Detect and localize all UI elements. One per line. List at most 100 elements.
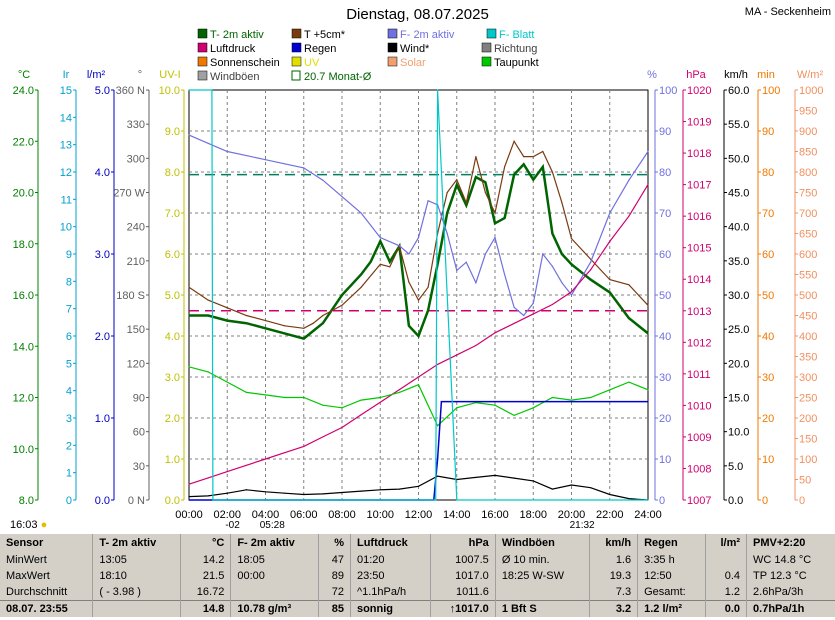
- data-point: [284, 452, 286, 454]
- data-point: [503, 166, 506, 168]
- data-point: [427, 286, 429, 288]
- data-point: [188, 499, 190, 501]
- data-point: [245, 322, 247, 324]
- data-point: [341, 426, 343, 429]
- stats-cell: 12:50: [637, 568, 706, 584]
- data-point: [437, 475, 439, 477]
- data-point: [226, 307, 228, 309]
- data-point: [435, 499, 437, 501]
- wind-axis-unit: km/h: [724, 69, 748, 81]
- press-tick-label: 1008: [687, 463, 711, 475]
- legend-swatch: [481, 42, 492, 53]
- data-point: [207, 371, 209, 373]
- legend-swatch: [387, 56, 398, 67]
- min-tick-label: 30: [762, 372, 774, 384]
- data-point: [360, 286, 362, 288]
- ir-tick-label: 9: [66, 249, 72, 261]
- time-left-label: 16:03 ●: [10, 519, 48, 531]
- data-point: [609, 279, 611, 281]
- data-point: [628, 179, 630, 181]
- data-point: [360, 399, 362, 401]
- data-point: [513, 477, 515, 479]
- hum-tick-label: 100: [659, 85, 677, 97]
- solar-tick-label: 200: [799, 413, 817, 425]
- data-point: [570, 294, 573, 296]
- stats-cell: 18:05: [230, 552, 319, 568]
- data-point: [513, 140, 515, 142]
- stats-cell: [494, 584, 590, 601]
- temp-tick-label: 10.0: [13, 444, 34, 456]
- data-point: [456, 407, 458, 409]
- data-point: [341, 491, 343, 494]
- data-point: [475, 176, 477, 178]
- data-point: [427, 200, 429, 202]
- data-point: [188, 89, 190, 91]
- stats-cell: Sensor: [6, 537, 44, 549]
- legend-label: T- 2m aktiv: [210, 29, 264, 41]
- data-point: [551, 232, 553, 235]
- data-point: [590, 269, 592, 271]
- data-point: [226, 320, 228, 322]
- legend-swatch: [481, 56, 492, 67]
- data-point: [542, 253, 544, 255]
- hum-tick-label: 10: [659, 454, 671, 466]
- stats-cell: TP 12.3 °C: [746, 568, 835, 584]
- data-point: [456, 184, 458, 186]
- data-point: [303, 337, 305, 340]
- wind-tick-label: 35.0: [728, 256, 749, 268]
- stats-cell: km/h: [588, 534, 638, 552]
- data-point: [212, 499, 214, 501]
- min-tick-label: 60: [762, 249, 774, 261]
- press-tick-label: 1012: [687, 337, 711, 349]
- ir-tick-label: 1: [66, 468, 72, 480]
- data-point: [542, 166, 544, 168]
- data-point: [523, 163, 525, 165]
- data-point: [226, 471, 228, 473]
- legend-swatch: [197, 70, 208, 81]
- stats-cell: Luftdruck: [349, 534, 431, 552]
- dir-tick-label: 270 W: [113, 188, 145, 200]
- data-point: [513, 414, 515, 417]
- ir-tick-label: 6: [66, 331, 72, 343]
- stats-cell: T- 2m aktiv: [92, 534, 181, 552]
- data-point: [446, 232, 448, 235]
- min-tick-label: 20: [762, 413, 774, 425]
- stats-cell: MinWert: [6, 554, 47, 566]
- legend-swatch: [291, 42, 302, 53]
- data-point: [609, 493, 611, 496]
- data-point: [570, 238, 573, 240]
- data-point: [341, 294, 343, 296]
- data-point: [284, 332, 286, 335]
- stats-cell: 72: [318, 584, 351, 601]
- data-point: [570, 484, 573, 486]
- stats-cell: [92, 600, 181, 617]
- solar-tick-label: 650: [799, 229, 817, 241]
- data-point: [590, 261, 592, 263]
- data-point: [389, 261, 391, 263]
- data-point: [456, 179, 458, 181]
- data-point: [513, 322, 515, 324]
- series-line: [188, 134, 649, 317]
- data-point: [532, 407, 534, 409]
- time-tick-label: 02:00: [213, 509, 241, 521]
- temp-tick-label: 8.0: [19, 495, 34, 507]
- legend-label: Wind*: [400, 43, 430, 55]
- data-point: [360, 414, 362, 416]
- solar-tick-label: 450: [799, 311, 817, 323]
- data-point: [609, 291, 611, 294]
- moon-label: -02: [225, 520, 240, 531]
- stats-cell: 18:25 W-SW: [494, 568, 590, 584]
- legend-swatch: [291, 70, 301, 81]
- stats-cell: 19.3: [588, 568, 638, 584]
- station-name: MA - Seckenheim: [744, 6, 831, 18]
- time-tick-label: 10:00: [366, 509, 394, 521]
- data-point: [303, 396, 305, 399]
- temp-tick-label: 12.0: [13, 393, 34, 405]
- data-point: [437, 458, 439, 460]
- solar-tick-label: 950: [799, 106, 817, 118]
- data-point: [647, 401, 649, 403]
- press-tick-label: 1009: [687, 432, 711, 444]
- solar-tick-label: 250: [799, 393, 817, 405]
- data-point: [264, 491, 267, 493]
- stats-cell: 08.07. 23:55: [0, 600, 93, 617]
